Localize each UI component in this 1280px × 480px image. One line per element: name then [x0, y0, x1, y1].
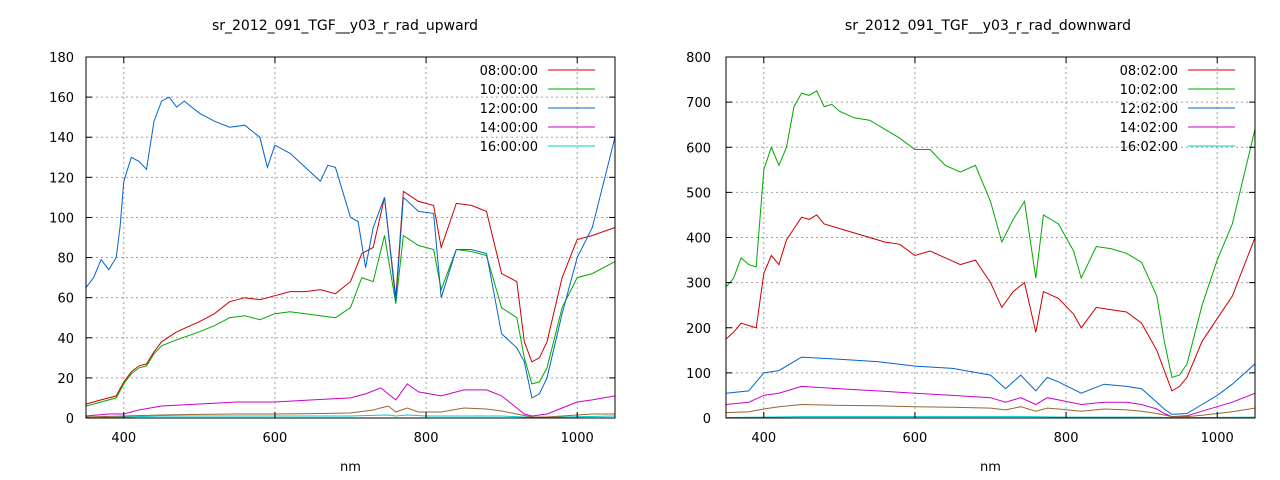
- x-tick-label: 1000: [1201, 431, 1234, 446]
- y-tick-label: 60: [57, 292, 74, 307]
- x-tick-label: 400: [751, 431, 776, 446]
- x-tick-label: 800: [1054, 431, 1079, 446]
- legend-entry-label: 16:02:00: [1120, 140, 1178, 155]
- y-tick-label: 800: [686, 51, 711, 66]
- series-line-140000: [86, 383, 615, 417]
- y-tick-label: 400: [686, 232, 711, 247]
- legend: 08:00:00 10:00:00 12:00:00 14:00:00 16:00:00: [480, 64, 595, 155]
- x-tick-label: 1000: [561, 431, 594, 446]
- chart-title: sr_2012_091_TGF__y03_r_rad_upward: [212, 18, 478, 34]
- series-line-140200: [726, 385, 1255, 418]
- series-group: [726, 90, 1255, 418]
- y-tick-label: 120: [49, 171, 74, 186]
- series-group: [86, 96, 615, 418]
- x-axis-label: nm: [980, 460, 1001, 475]
- legend-entry-label: 14:02:00: [1120, 121, 1178, 136]
- series-line-100000: [86, 234, 615, 407]
- y-tick-label: 300: [686, 277, 711, 292]
- legend-entry-label: 14:00:00: [480, 121, 538, 136]
- y-tick-label: 500: [686, 186, 711, 201]
- y-tick-label: 20: [57, 372, 74, 387]
- series-line-120200: [726, 356, 1255, 415]
- y-tick-label: 0: [66, 412, 74, 427]
- y-tick-label: 600: [686, 141, 711, 156]
- legend-entry-label: 16:00:00: [480, 140, 538, 155]
- x-tick-label: 600: [263, 431, 288, 446]
- legend: 08:02:00 10:02:00 12:02:00 14:02:00 16:02:00: [1120, 64, 1235, 155]
- legend-entry-label: 08:02:00: [1120, 64, 1178, 79]
- y-tick-label: 80: [57, 252, 74, 267]
- series-line-160200: [726, 416, 1255, 418]
- y-tick-label: 180: [49, 51, 74, 66]
- legend-entry-label: 12:02:00: [1120, 102, 1178, 117]
- series-line-100200: [726, 90, 1255, 379]
- legend-entry-label: 12:00:00: [480, 102, 538, 117]
- series-line-080000: [86, 190, 615, 405]
- y-tick-label: 100: [49, 211, 74, 226]
- x-tick-label: 400: [111, 431, 136, 446]
- series-line-120000: [86, 96, 615, 399]
- x-tick-label: 600: [903, 431, 928, 446]
- y-tick-label: 140: [49, 131, 74, 146]
- y-tick-label: 100: [686, 367, 711, 382]
- x-axis-label: nm: [340, 460, 361, 475]
- y-tick-label: 160: [49, 91, 74, 106]
- series-line-extra: [726, 403, 1255, 418]
- legend-entry-label: 10:00:00: [480, 83, 538, 98]
- plot-frame: [85, 56, 616, 419]
- y-tick-label: 700: [686, 96, 711, 111]
- x-tick-label: 800: [414, 431, 439, 446]
- y-tick-label: 40: [57, 332, 74, 347]
- downward-radiance-chart: sr_2012_091_TGF__y03_r_rad_downward 400 60…: [686, 18, 1256, 475]
- y-tick-label: 200: [686, 322, 711, 337]
- series-line-extra: [86, 405, 615, 418]
- series-line-160000: [86, 414, 615, 418]
- series-line-080200: [726, 214, 1255, 392]
- y-tick-label: 0: [703, 412, 711, 427]
- legend-entry-label: 08:00:00: [480, 64, 538, 79]
- chart-title: sr_2012_091_TGF__y03_r_rad_downward: [845, 18, 1131, 34]
- legend-entry-label: 10:02:00: [1120, 83, 1178, 98]
